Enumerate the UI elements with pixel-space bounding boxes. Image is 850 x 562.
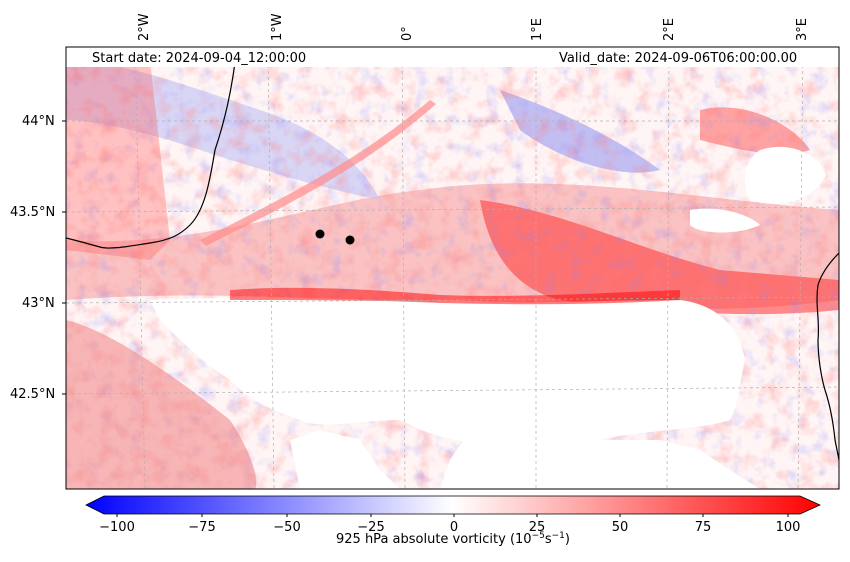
lon-label-1e: 1°E — [530, 18, 545, 41]
colorbar-tick: 25 — [528, 520, 546, 535]
colorbar-tick: 50 — [611, 520, 629, 535]
lon-label-1w: 1°W — [270, 13, 285, 41]
lat-label-43-5: 43.5°N — [10, 205, 56, 220]
location-marker — [345, 235, 355, 245]
start-date-label: Start date: 2024-09-04_12:00:00 — [92, 51, 307, 66]
valid-date-label: Valid_date: 2024-09-06T06:00:00.00 — [559, 51, 798, 66]
colorbar-tick: −75 — [188, 520, 216, 535]
lon-label-2e: 2°E — [662, 18, 677, 41]
colorbar-title-exp1: −5 — [531, 531, 545, 541]
colorbar-tick: 0 — [449, 520, 459, 535]
lon-label-0: 0° — [400, 26, 415, 41]
location-marker — [315, 229, 325, 239]
colorbar-title-mid: s — [544, 532, 552, 547]
colorbar-tick: 100 — [775, 520, 801, 535]
colorbar-tick: −100 — [99, 520, 135, 535]
gridlines — [65, 46, 840, 490]
axis-ticks — [62, 120, 66, 395]
lat-label-43: 43°N — [22, 296, 55, 311]
colorbar-title-end: ) — [564, 532, 570, 547]
coastline — [65, 46, 840, 461]
header-strip — [66, 47, 839, 67]
colorbar-title-exp2: −1 — [551, 531, 565, 541]
colorbar-title: 925 hPa absolute vorticity (10−5s−1) — [0, 531, 850, 547]
lon-label-2w: 2°W — [137, 13, 152, 41]
lon-label-3e: 3°E — [795, 18, 810, 41]
map-frame — [65, 46, 840, 490]
colorbar-title-main: 925 hPa absolute vorticity (10 — [336, 532, 532, 547]
colorbar-tick: 75 — [694, 520, 712, 535]
lat-label-42-5: 42.5°N — [10, 387, 56, 402]
vorticity-field — [66, 47, 839, 489]
colorbar-tick: −50 — [273, 520, 301, 535]
colorbar — [85, 495, 821, 517]
lat-label-44: 44°N — [22, 114, 55, 129]
colorbar-tick: −25 — [357, 520, 385, 535]
